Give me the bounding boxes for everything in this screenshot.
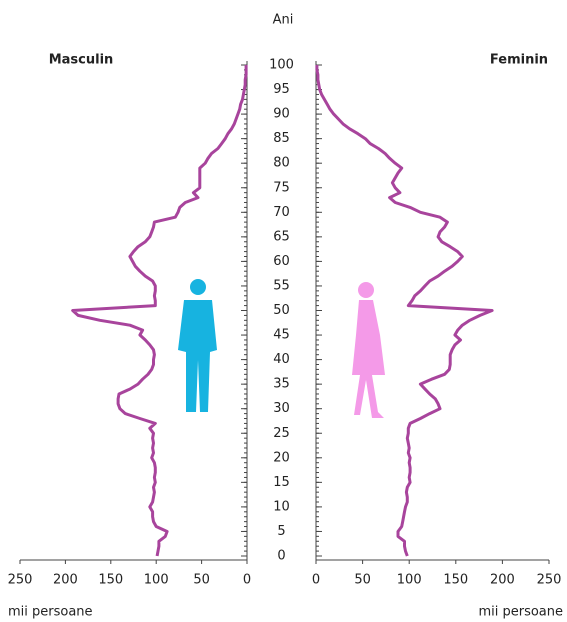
y-tick-label: 90 xyxy=(273,107,290,122)
y-tick-label: 55 xyxy=(273,278,290,293)
x-tick-label: 0 xyxy=(312,573,320,588)
x-tick-label: 150 xyxy=(443,573,468,588)
y-tick-label: 70 xyxy=(273,205,290,220)
x-tick-label: 50 xyxy=(193,573,210,588)
y-tick-label: 30 xyxy=(273,401,290,416)
series-line xyxy=(315,65,494,557)
right-panel-title: Feminin xyxy=(490,53,548,68)
y-tick-label: 80 xyxy=(273,156,290,171)
x-axis-label: mii persoane xyxy=(478,605,563,620)
y-tick-label: 50 xyxy=(273,303,290,318)
y-tick-label: 0 xyxy=(277,549,285,564)
y-tick-label: 45 xyxy=(273,328,290,343)
y-tick-label: 35 xyxy=(273,377,290,392)
y-tick-label: 100 xyxy=(269,58,294,73)
man-silhouette xyxy=(178,279,217,412)
y-tick-label: 40 xyxy=(273,352,290,367)
x-tick-label: 250 xyxy=(8,573,33,588)
axis-title: Ani xyxy=(273,13,294,28)
woman-silhouette xyxy=(352,282,385,418)
y-tick-label: 15 xyxy=(273,475,290,490)
y-tick-label: 5 xyxy=(277,524,285,539)
x-tick-label: 250 xyxy=(537,573,562,588)
y-tick-label: 95 xyxy=(273,82,290,97)
y-tick-label: 85 xyxy=(273,131,290,146)
y-tick-label: 60 xyxy=(273,254,290,269)
x-tick-label: 100 xyxy=(397,573,422,588)
x-tick-label: 200 xyxy=(53,573,78,588)
x-axis-label: mii persoane xyxy=(8,605,93,620)
x-tick-label: 50 xyxy=(354,573,371,588)
y-tick-label: 10 xyxy=(273,499,290,514)
y-tick-label: 20 xyxy=(273,450,290,465)
series-line xyxy=(71,65,248,557)
x-tick-label: 100 xyxy=(144,573,169,588)
x-tick-label: 0 xyxy=(243,573,251,588)
y-tick-label: 75 xyxy=(273,180,290,195)
x-tick-label: 200 xyxy=(490,573,515,588)
y-tick-label: 25 xyxy=(273,426,290,441)
y-tick-label: 65 xyxy=(273,229,290,244)
x-tick-label: 150 xyxy=(98,573,123,588)
left-panel-title: Masculin xyxy=(49,53,114,68)
